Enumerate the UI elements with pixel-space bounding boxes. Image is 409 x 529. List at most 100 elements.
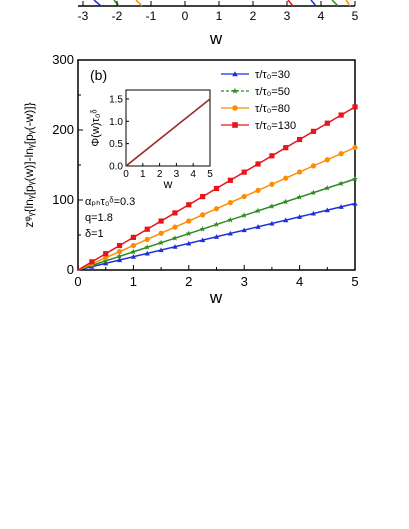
legend-label: τ/τ₀=130 <box>255 120 296 132</box>
data-point-marker <box>227 230 233 236</box>
inset-xlabel: w <box>163 177 173 191</box>
legend-entry: τ/τ₀=50 <box>221 86 290 98</box>
top-x-tick-label: 2 <box>250 9 257 23</box>
top-curve-segment <box>331 0 339 7</box>
data-point-marker <box>297 136 303 143</box>
top-panel-x-ticks: -3 -2 -1 0 1 2 3 4 5 <box>78 1 359 23</box>
series-square <box>77 104 358 271</box>
data-point-marker <box>324 184 331 191</box>
data-point-marker <box>296 194 303 200</box>
data-point-marker <box>103 251 109 257</box>
legend-label: τ/τ₀=30 <box>255 69 290 81</box>
data-point-marker <box>241 169 247 175</box>
data-point-marker <box>144 250 150 256</box>
data-point-marker <box>144 244 151 250</box>
x-tick-label: 2 <box>185 274 192 289</box>
data-point-marker <box>199 225 206 232</box>
data-point-marker <box>186 202 192 208</box>
data-point-marker <box>200 237 206 243</box>
legend: τ/τ₀=30 τ/τ₀=50 τ/τ₀=80 τ/τ₀=130 <box>221 69 296 132</box>
top-x-tick-label: -2 <box>112 9 123 23</box>
top-x-tick-label: -1 <box>146 9 157 23</box>
data-point-marker <box>158 247 164 253</box>
data-point-marker <box>297 214 303 219</box>
x-axis-label: w <box>209 288 223 307</box>
data-point-marker <box>186 218 192 224</box>
data-point-marker <box>241 212 248 218</box>
data-point-marker <box>338 112 344 118</box>
data-point-marker <box>269 153 275 159</box>
data-point-marker <box>116 249 123 255</box>
data-point-marker <box>310 189 317 196</box>
y-tick-label: 200 <box>52 122 74 137</box>
data-point-marker <box>283 145 289 151</box>
legend-entry: τ/τ₀=30 <box>221 69 290 81</box>
x-tick-label: 0 <box>74 274 81 289</box>
data-point-marker <box>241 193 247 200</box>
y-tick-label: 100 <box>52 192 74 207</box>
data-point-marker <box>338 151 344 157</box>
data-point-marker <box>352 200 358 206</box>
data-point-marker <box>232 105 238 111</box>
top-x-tick-label: 3 <box>284 9 291 23</box>
legend-entry: τ/τ₀=80 <box>221 103 290 115</box>
data-point-marker <box>158 239 165 246</box>
y-tick-label: 0 <box>67 262 74 277</box>
panel-label: (b) <box>90 67 107 83</box>
series-star <box>77 175 358 271</box>
parameter-annotation: αₚₕτ₀ᵟ=0.3 q=1.8 δ=1 <box>85 196 135 240</box>
data-point-marker <box>158 230 164 236</box>
data-point-marker <box>103 255 109 261</box>
data-point-marker <box>213 221 220 228</box>
data-point-marker <box>310 163 317 169</box>
data-point-marker <box>352 104 358 110</box>
data-point-marker <box>231 87 239 94</box>
x-tick-label: 1 <box>130 274 137 289</box>
y-axis-label: zᵠᵧ{lnᵧ[pᵧ(w)]-lnᵧ[pᵧ(-w)]} <box>22 102 36 227</box>
data-point-marker <box>213 234 220 239</box>
data-point-marker <box>185 230 192 237</box>
data-point-marker <box>116 257 123 263</box>
data-point-marker <box>116 242 123 249</box>
data-point-marker <box>213 185 220 192</box>
data-point-marker <box>227 200 233 206</box>
data-point-marker <box>255 207 262 214</box>
inset-x-tick-label: 5 <box>207 169 213 180</box>
data-point-marker <box>338 180 345 187</box>
top-x-tick-label: 1 <box>216 9 223 23</box>
inset-x-tick-label: 3 <box>174 169 180 180</box>
data-point-marker <box>310 210 317 216</box>
x-tick-label: 5 <box>351 274 358 289</box>
data-point-marker <box>352 175 358 182</box>
data-point-marker <box>324 157 330 163</box>
data-point-marker <box>232 122 238 128</box>
data-point-marker <box>130 242 136 249</box>
top-curve-segment <box>287 0 294 7</box>
inset-series-line <box>125 98 211 167</box>
top-curve-segment <box>310 0 317 7</box>
data-point-marker <box>213 206 220 212</box>
data-point-marker <box>116 253 123 259</box>
data-point-marker <box>144 226 150 232</box>
top-x-tick-label: 4 <box>318 9 325 23</box>
data-point-marker <box>200 194 206 200</box>
x-tick-label: 4 <box>296 274 303 289</box>
inset-y-tick-label: 1.0 <box>109 117 123 128</box>
data-point-marker <box>268 203 275 209</box>
data-point-marker <box>200 212 206 218</box>
inset-x-tick-label: 4 <box>190 169 196 180</box>
annotation-alpha: αₚₕτ₀ᵟ=0.3 <box>85 196 135 208</box>
data-point-marker <box>338 204 344 209</box>
data-point-marker <box>172 210 178 216</box>
top-curve-segment <box>93 0 102 7</box>
inset-x-tick-label: 0 <box>123 169 129 180</box>
inset-ylabel: Φ(w)τ₀ᵟ <box>90 109 102 146</box>
annotation-q: q=1.8 <box>85 212 113 224</box>
legend-entry: τ/τ₀=130 <box>221 120 296 132</box>
data-point-marker <box>130 254 136 259</box>
inset-y-tick-label: 0.5 <box>109 139 123 150</box>
top-curve-segment <box>135 0 143 7</box>
data-point-marker <box>269 220 275 226</box>
inset-y-tick-label: 0.0 <box>109 162 123 173</box>
